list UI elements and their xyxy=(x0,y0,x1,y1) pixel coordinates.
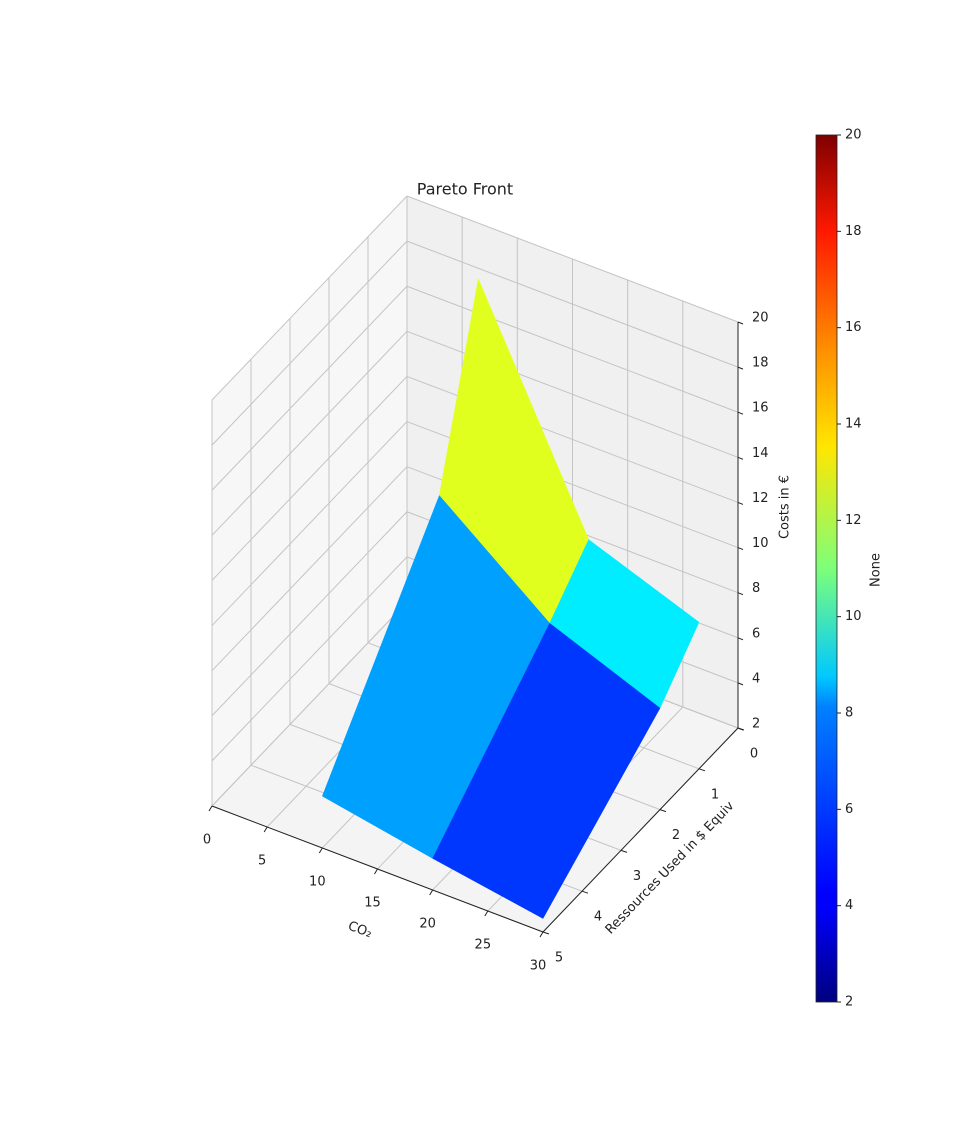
grid-line xyxy=(211,330,408,536)
y-axis-line xyxy=(542,727,739,933)
grid-line xyxy=(211,466,408,672)
x-tick-label: 15 xyxy=(364,896,381,911)
z-axis-label: Costs in € xyxy=(778,475,793,539)
z-tick-label: 18 xyxy=(752,356,769,371)
chart-title: Pareto Front xyxy=(417,180,513,199)
grid-line xyxy=(211,421,408,626)
y-tick-label: 3 xyxy=(633,869,641,884)
z-tick xyxy=(737,366,744,370)
grid-line xyxy=(211,601,408,807)
x-tick-label: 5 xyxy=(258,854,266,869)
y-tick xyxy=(620,849,628,853)
z-tick-label: 12 xyxy=(752,491,769,506)
colorbar-tick-label: 6 xyxy=(845,802,853,817)
x-axis-line xyxy=(211,805,544,933)
x-tick-label: 20 xyxy=(419,917,436,932)
grid-line xyxy=(211,556,408,762)
x-tick-label: 30 xyxy=(530,959,547,974)
grid-line xyxy=(211,195,408,401)
x-tick xyxy=(484,910,489,917)
x-tick-label: 25 xyxy=(475,938,492,953)
colorbar-tick-label: 10 xyxy=(845,609,862,624)
colorbar-ticks: 2 4 6 8 10 12 14 16 18 20 xyxy=(837,128,862,1010)
x-tick xyxy=(318,847,323,854)
colorbar-tick-label: 4 xyxy=(845,898,853,913)
y-tick xyxy=(659,809,667,813)
z-tick xyxy=(737,637,744,641)
z-tick-label: 4 xyxy=(752,671,760,686)
z-tick-label: 14 xyxy=(752,446,769,461)
y-tick-label: 1 xyxy=(711,787,719,802)
colorbar xyxy=(815,134,838,1003)
z-tick xyxy=(737,547,744,551)
y-tick-label: 5 xyxy=(555,951,563,966)
grid-line xyxy=(211,285,408,491)
z-tick-label: 2 xyxy=(752,717,760,732)
surface-face xyxy=(432,622,661,919)
grid-line xyxy=(406,330,739,458)
colorbar-tick-label: 20 xyxy=(845,128,862,143)
x-tick-label: 0 xyxy=(203,833,211,848)
grid-line xyxy=(406,240,739,368)
z-tick xyxy=(737,411,744,415)
z-tick-label: 16 xyxy=(752,401,769,416)
y-tick xyxy=(698,768,706,772)
grid-line xyxy=(406,195,739,323)
colorbar-label: None xyxy=(869,553,884,587)
z-tick xyxy=(737,682,744,686)
colorbar-tick-label: 18 xyxy=(845,224,862,239)
surface xyxy=(322,277,700,919)
colorbar-tick-label: 16 xyxy=(845,320,862,335)
grid-line xyxy=(406,285,739,413)
z-tick xyxy=(737,501,744,505)
grid-line xyxy=(211,511,408,717)
x-tick xyxy=(429,889,434,896)
left-pane xyxy=(212,196,407,806)
y-tick-label: 2 xyxy=(672,828,680,843)
x-tick xyxy=(539,931,544,938)
grid-line xyxy=(211,376,408,581)
z-tick xyxy=(737,727,744,731)
colorbar-tick-label: 12 xyxy=(845,513,862,528)
z-tick-label: 8 xyxy=(752,581,760,596)
colorbar-tick-label: 8 xyxy=(845,706,853,721)
x-tick xyxy=(208,805,213,812)
z-tick xyxy=(737,456,744,460)
z-tick xyxy=(737,321,744,325)
z-tick-label: 10 xyxy=(752,536,769,551)
z-tick-label: 6 xyxy=(752,626,760,641)
z-tick-label: 20 xyxy=(752,311,769,326)
y-tick-label: 0 xyxy=(750,747,758,762)
y-tick xyxy=(581,890,589,894)
z-tick xyxy=(737,592,744,596)
x-tick-label: 10 xyxy=(309,875,326,890)
colorbar-tick-label: 14 xyxy=(845,417,862,432)
y-tick xyxy=(542,931,550,935)
grid-line xyxy=(211,240,408,446)
x-tick xyxy=(263,826,268,833)
x-tick xyxy=(374,868,378,875)
colorbar-tick-label: 2 xyxy=(845,995,853,1010)
x-axis-label: CO₂ xyxy=(346,919,374,941)
y-tick-label: 4 xyxy=(594,910,602,925)
